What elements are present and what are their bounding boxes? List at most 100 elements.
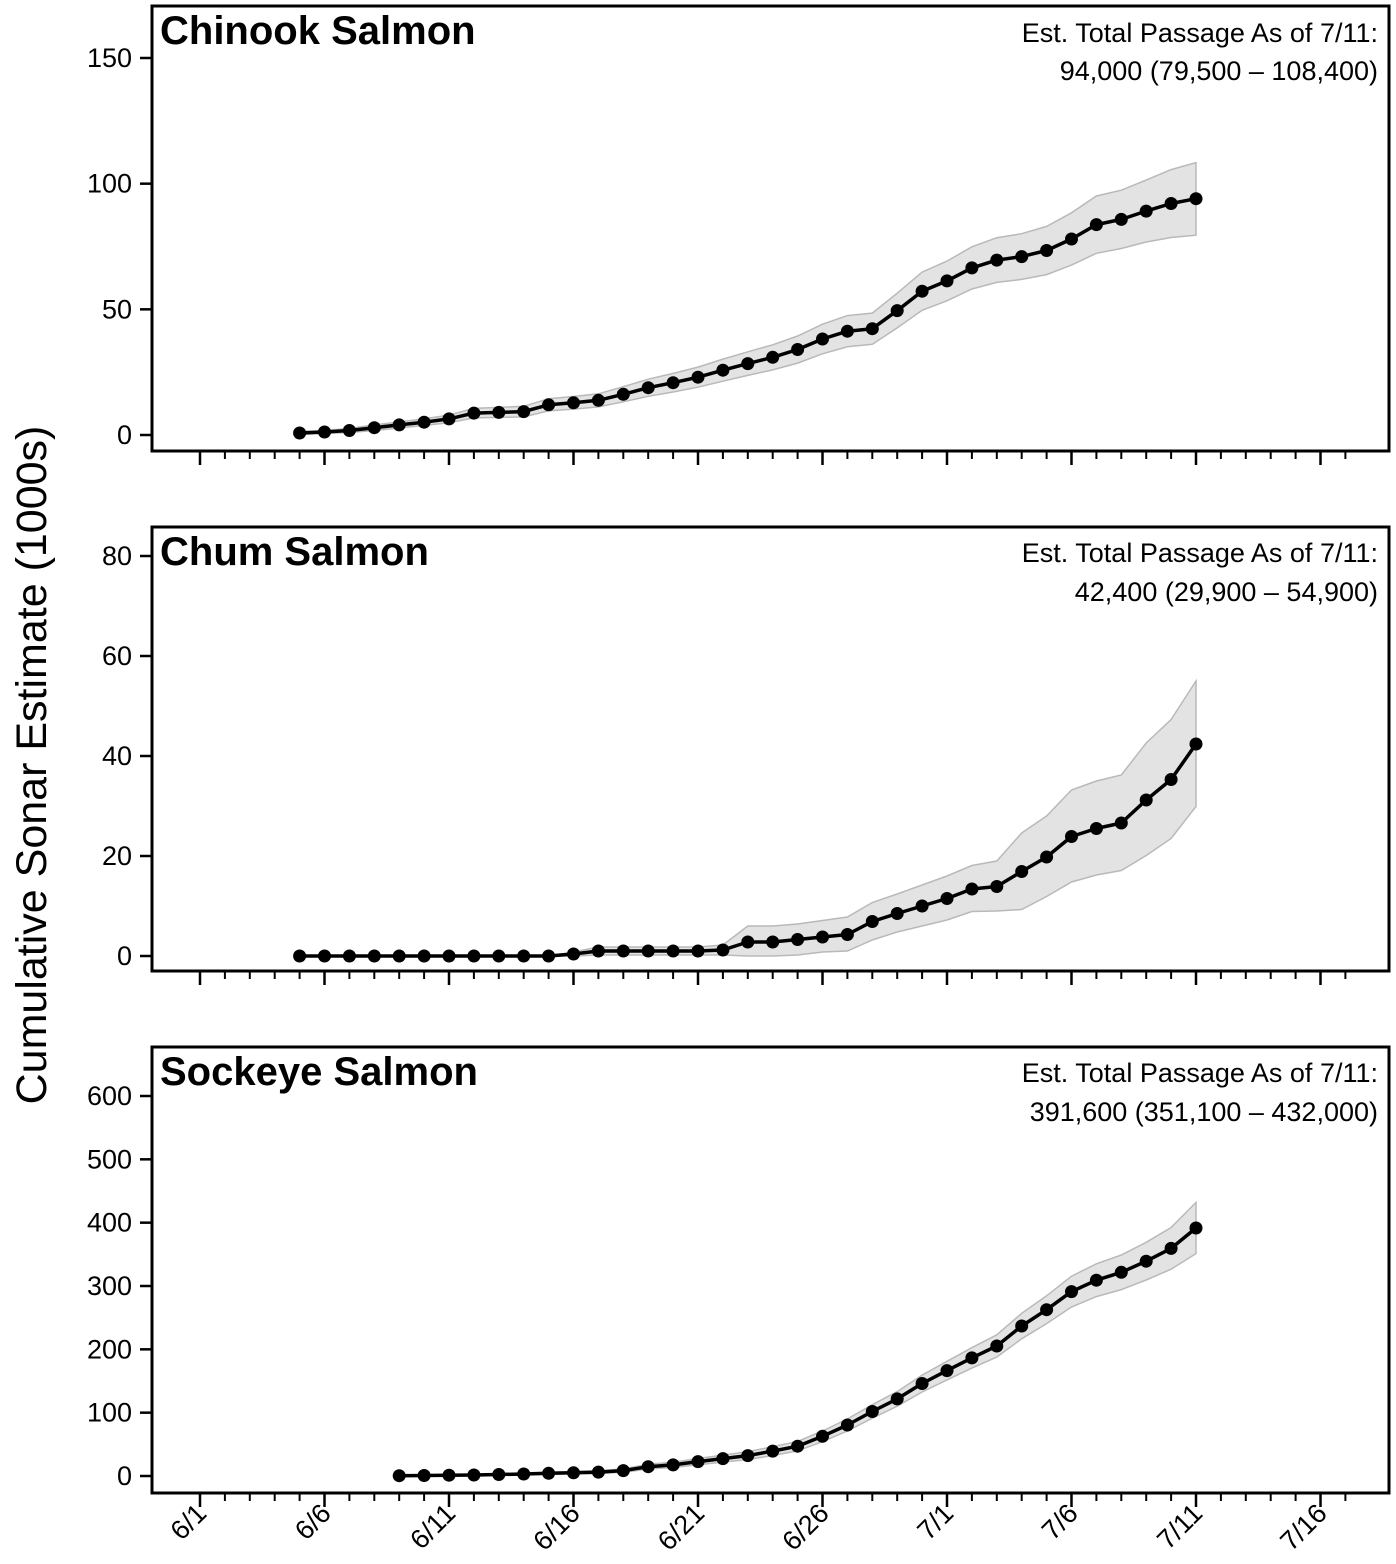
- sockeye-title: Sockeye Salmon: [160, 1050, 478, 1094]
- chinook-data-point: [1164, 197, 1178, 210]
- chinook-series: [293, 192, 1203, 440]
- sockeye-data-point: [890, 1392, 904, 1406]
- sockeye-data-point: [940, 1364, 954, 1378]
- sockeye-data-point: [517, 1467, 531, 1481]
- sockeye-data-point: [567, 1466, 580, 1480]
- chinook-data-point: [1065, 232, 1078, 246]
- chinook-plot-frame: [150, 4, 1391, 453]
- sockeye-data-point: [1164, 1241, 1178, 1255]
- chum-data-point: [890, 907, 904, 920]
- chinook-data-point: [716, 363, 730, 377]
- chum-plot-frame: [150, 525, 1391, 973]
- chinook-data-point: [1139, 204, 1153, 218]
- x-tick-label: 6/16: [527, 1498, 585, 1556]
- chum-y-tick-label: 20: [102, 841, 132, 871]
- sockeye-data-point: [716, 1452, 730, 1466]
- chum-data-point: [293, 949, 307, 963]
- chum-data-point: [1164, 773, 1178, 786]
- chum-data-point: [816, 930, 829, 944]
- chum-data-point: [791, 933, 805, 946]
- chinook-data-point: [1089, 218, 1103, 232]
- chum-x-axis: [198, 971, 1347, 985]
- chinook-y-tick-label: 50: [102, 294, 132, 324]
- sockeye-annotation-line2: 391,600 (351,100 – 432,000): [1030, 1097, 1378, 1127]
- sockeye-data-point: [1089, 1273, 1103, 1287]
- chum-data-point: [567, 947, 580, 961]
- chum-y-tick-label: 80: [102, 541, 132, 571]
- chum-data-point: [691, 944, 705, 958]
- chum-data-point: [965, 882, 979, 896]
- sockeye-plot-frame: [150, 1045, 1391, 1495]
- chinook-data-point: [990, 253, 1004, 267]
- chinook-data-point: [392, 418, 406, 432]
- sockeye-data-point: [816, 1429, 829, 1443]
- chinook-data-point: [890, 304, 904, 318]
- chum-data-point: [766, 935, 780, 949]
- sockeye-series: [392, 1221, 1203, 1483]
- chinook-panel: 0 50 100 150 Chinook Salmon Est. Total Pass…: [87, 4, 1391, 465]
- sockeye-series-line: [399, 1226, 1198, 1478]
- sockeye-annotation-line1: Est. Total Passage As of 7/11:: [1022, 1058, 1378, 1088]
- y-axis-label: Cumulative Sonar Estimate (1000s): [8, 426, 56, 1105]
- x-tick-label: 6/21: [652, 1498, 710, 1556]
- chinook-y-tick-label: 150: [87, 43, 132, 73]
- chinook-data-point: [741, 357, 755, 371]
- chinook-data-point: [542, 398, 556, 412]
- chinook-data-point: [442, 412, 456, 426]
- sockeye-x-axis: 6/1 6/6 6/11 6/16 6/21 6/26 7/1 7/6 7/11 7/16: [164, 1493, 1347, 1556]
- chum-data-point: [990, 880, 1004, 893]
- x-tick-label: 7/16: [1274, 1498, 1332, 1556]
- chinook-data-point: [567, 396, 580, 410]
- sockeye-y-tick-label: 600: [87, 1081, 132, 1111]
- sockeye-data-point: [791, 1439, 805, 1453]
- sockeye-data-point: [392, 1469, 406, 1483]
- chum-annotation-line2: 42,400 (29,900 – 54,900): [1075, 577, 1378, 607]
- sockeye-data-point: [990, 1339, 1004, 1353]
- chinook-data-point: [666, 376, 680, 390]
- chum-data-point: [367, 949, 381, 963]
- x-tick-label: 7/11: [1151, 1498, 1208, 1555]
- chum-data-point: [442, 949, 456, 963]
- sockeye-data-point: [766, 1444, 780, 1458]
- chum-data-point: [915, 899, 929, 913]
- sockeye-y-axis: 0 100 200 300 400 500 600: [87, 1081, 152, 1491]
- chum-panel: 0 20 40 60 80 Chum Salmon Est. Total Passage…: [102, 525, 1391, 985]
- chum-data-point: [1114, 816, 1128, 830]
- sockeye-y-tick-label: 300: [87, 1271, 132, 1301]
- chum-confidence-area: [299, 678, 1197, 957]
- sockeye-data-point: [417, 1469, 431, 1482]
- chinook-data-point: [940, 274, 954, 288]
- chum-data-point: [716, 943, 730, 957]
- chum-y-axis: 0 20 40 60 80: [102, 541, 152, 971]
- chum-data-point: [1040, 850, 1054, 864]
- x-tick-label: 6/1: [164, 1498, 212, 1546]
- sockeye-data-point: [1139, 1254, 1153, 1268]
- sockeye-confidence-band: [398, 1200, 1197, 1477]
- chum-data-point: [342, 949, 356, 963]
- x-tick-label: 7/6: [1036, 1498, 1084, 1546]
- sockeye-data-point: [865, 1405, 879, 1418]
- chinook-annotation-line1: Est. Total Passage As of 7/11:: [1022, 18, 1378, 48]
- chum-data-point: [1015, 865, 1029, 878]
- chum-y-tick-label: 60: [102, 641, 132, 671]
- chum-data-point: [542, 949, 556, 963]
- chinook-data-point: [318, 425, 331, 439]
- chinook-data-point: [865, 322, 879, 336]
- chum-annotation-line1: Est. Total Passage As of 7/11:: [1022, 538, 1378, 568]
- chinook-data-point: [691, 370, 705, 384]
- chinook-title: Chinook Salmon: [160, 9, 476, 53]
- sockeye-data-point: [467, 1468, 481, 1482]
- x-tick-label: 6/26: [776, 1498, 834, 1556]
- chinook-y-tick-label: 100: [87, 169, 132, 199]
- chinook-x-axis: [198, 451, 1347, 465]
- sockeye-data-point: [666, 1458, 680, 1472]
- chinook-data-point: [965, 261, 979, 275]
- sockeye-y-tick-label: 200: [87, 1334, 132, 1364]
- x-tick-label: 7/1: [911, 1498, 959, 1546]
- chum-data-point: [517, 949, 531, 963]
- chinook-data-point: [492, 405, 506, 419]
- chinook-data-point: [791, 343, 805, 356]
- chinook-y-tick-label: 0: [117, 420, 132, 450]
- sockeye-data-point: [591, 1465, 605, 1479]
